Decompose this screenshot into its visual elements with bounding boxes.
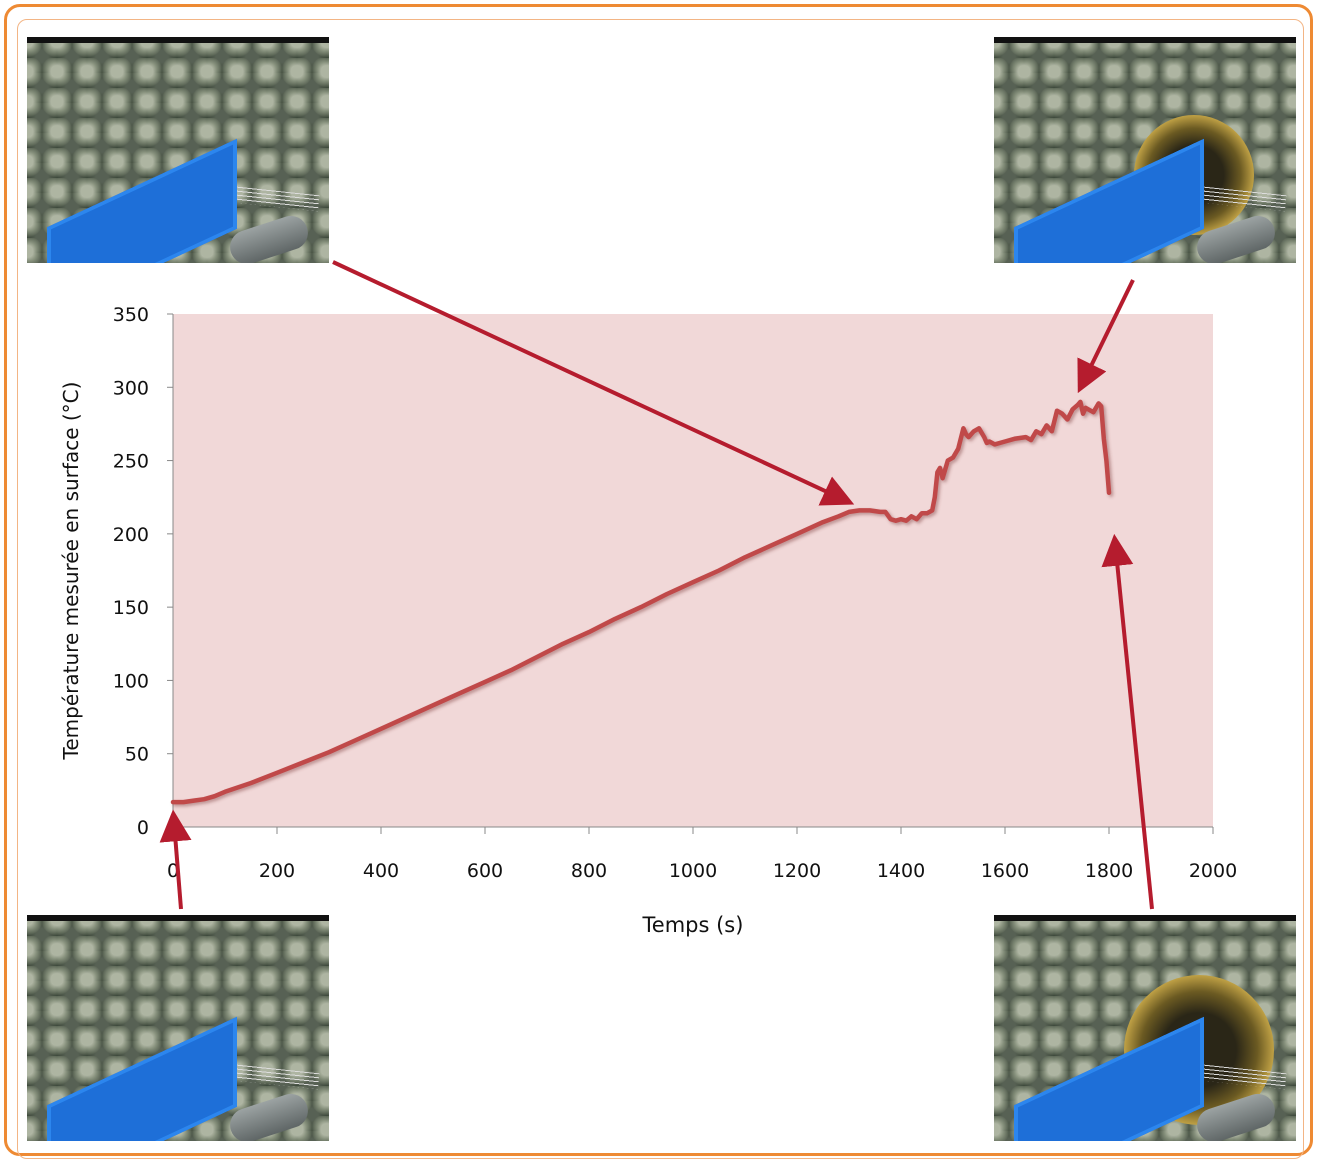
- slide-frame: [4, 4, 1313, 1159]
- y-tick-label: 150: [113, 597, 149, 619]
- x-tick-label: 1800: [1085, 860, 1133, 882]
- x-tick-label: 400: [363, 860, 399, 882]
- y-tick-label: 200: [113, 524, 149, 546]
- annotation-arrow-3: [159, 809, 192, 910]
- x-tick-label: 200: [259, 860, 295, 882]
- x-tick-label: 800: [571, 860, 607, 882]
- y-tick-label: 250: [113, 451, 149, 473]
- x-tick-label: 1000: [669, 860, 717, 882]
- photo-bottom-right: [994, 915, 1296, 1141]
- slide-frame-inner: [17, 19, 1304, 1159]
- y-tick-label: 350: [113, 304, 149, 326]
- annotation-arrow-2: [1077, 279, 1135, 394]
- y-tick-label: 300: [113, 377, 149, 399]
- x-tick-label: 1400: [877, 860, 925, 882]
- x-tick-label: 2000: [1189, 860, 1237, 882]
- x-tick-label: 1200: [773, 860, 821, 882]
- y-tick-label: 100: [113, 670, 149, 692]
- x-tick-label: 600: [467, 860, 503, 882]
- plot-area: [173, 314, 1213, 827]
- series-line-0: [170, 399, 1112, 805]
- x-tick-label: 1600: [981, 860, 1029, 882]
- photo-top-left: [27, 37, 329, 263]
- photo-top-right: [994, 37, 1296, 263]
- y-tick-label: 0: [137, 817, 149, 839]
- x-axis-label: Temps (s): [642, 913, 744, 937]
- annotation-arrow-1: [332, 260, 855, 506]
- photo-bottom-left: [27, 915, 329, 1141]
- y-axis-label: Température mesurée en surface (°C): [59, 382, 83, 761]
- y-tick-label: 50: [125, 744, 149, 766]
- annotation-arrow-4: [1101, 533, 1154, 910]
